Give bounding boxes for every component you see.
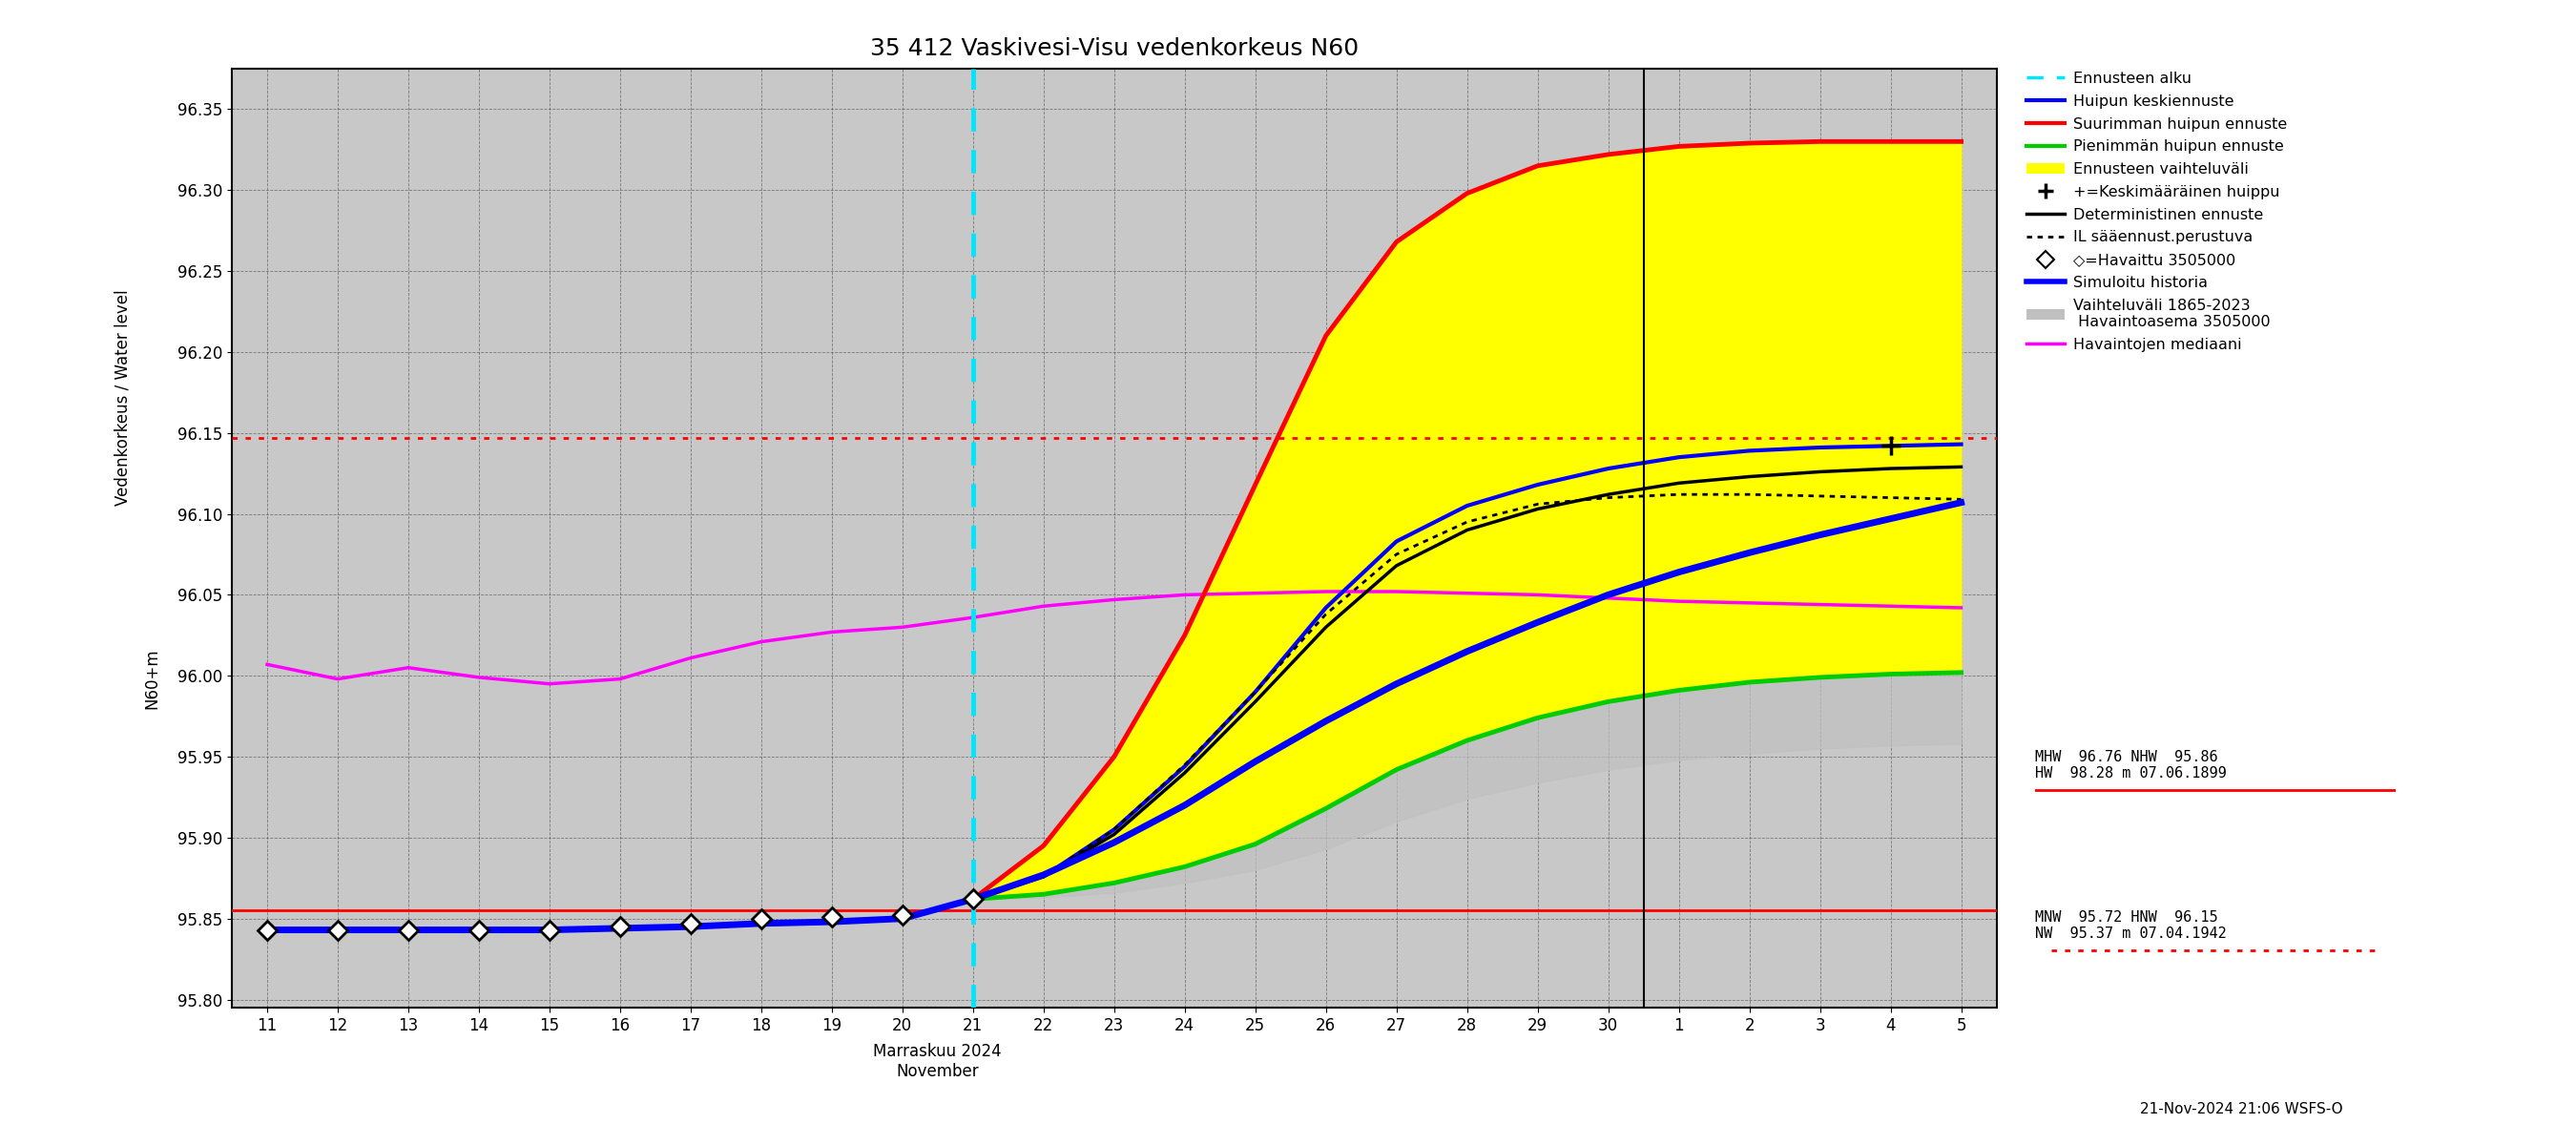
Text: N60+m: N60+m [144, 648, 162, 710]
Text: MNW  95.72 HNW  96.15
NW  95.37 m 07.04.1942: MNW 95.72 HNW 96.15 NW 95.37 m 07.04.194… [2035, 910, 2226, 941]
Text: Vedenkorkeus / Water level: Vedenkorkeus / Water level [113, 290, 131, 505]
Text: Marraskuu 2024
November: Marraskuu 2024 November [873, 1043, 1002, 1080]
Text: 21-Nov-2024 21:06 WSFS-O: 21-Nov-2024 21:06 WSFS-O [2141, 1101, 2342, 1116]
Title: 35 412 Vaskivesi-Visu vedenkorkeus N60: 35 412 Vaskivesi-Visu vedenkorkeus N60 [871, 38, 1358, 61]
Text: MHW  96.76 NHW  95.86
HW  98.28 m 07.06.1899: MHW 96.76 NHW 95.86 HW 98.28 m 07.06.189… [2035, 750, 2226, 781]
Legend: Ennusteen alku, Huipun keskiennuste, Suurimman huipun ennuste, Pienimmän huipun : Ennusteen alku, Huipun keskiennuste, Suu… [2022, 66, 2293, 356]
